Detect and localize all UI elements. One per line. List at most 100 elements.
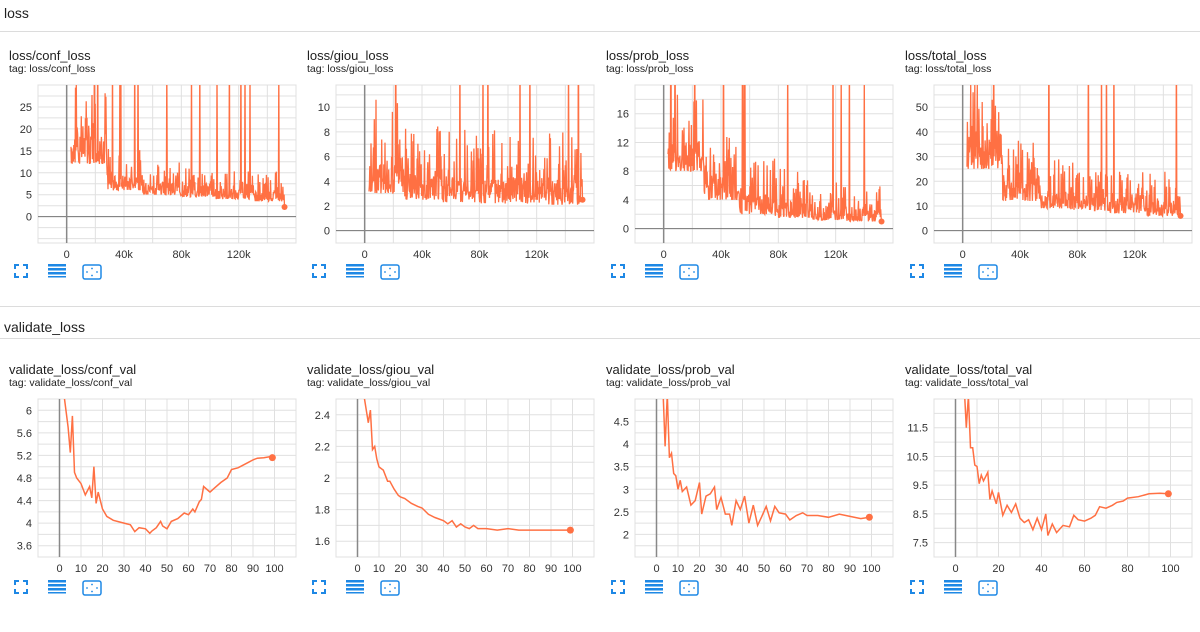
chart-plot[interactable]: 0 4 8 12 16 0 40k 80k 120k (597, 78, 895, 278)
fullscreen-icon[interactable] (611, 580, 631, 596)
y-tick-label: 4 (324, 176, 330, 188)
y-tick-label: 4.4 (17, 496, 32, 508)
section-header-validate-loss[interactable]: validate_loss (0, 306, 1200, 339)
x-tick-label: 90 (844, 563, 856, 575)
x-tick-label: 80 (523, 563, 535, 575)
x-tick-label: 20 (992, 563, 1004, 575)
list-icon[interactable] (944, 580, 964, 596)
x-tick-label: 60 (480, 563, 492, 575)
grid (933, 398, 1193, 558)
y-tick-label: 5.6 (17, 428, 32, 440)
x-tick-label: 30 (715, 563, 727, 575)
chart-plot[interactable]: 0 5 10 15 20 25 0 40k 80k 120k (0, 78, 298, 278)
fullscreen-icon[interactable] (14, 264, 34, 280)
x-tick-label: 40k (1011, 249, 1029, 261)
fit-domain-icon[interactable] (679, 580, 699, 596)
chart-plot[interactable]: 2 2.5 3 3.5 4 4.5 0 10 20 30 40 50 60 70 80 90 100 (597, 392, 895, 592)
fit-domain-icon[interactable] (82, 264, 102, 280)
list-icon[interactable] (48, 580, 68, 596)
chart-card-prob-loss: loss/prob_loss tag: loss/prob_loss 0 4 8 12 16… (597, 48, 895, 318)
x-tick-label: 20 (394, 563, 406, 575)
y-tick-label: 8 (623, 166, 629, 178)
x-tick-label: 100 (862, 563, 880, 575)
fit-domain-icon[interactable] (380, 264, 400, 280)
y-tick-label: 2 (623, 529, 629, 541)
y-tick-label: 1.8 (315, 505, 330, 517)
fullscreen-icon[interactable] (910, 580, 930, 596)
fullscreen-icon[interactable] (312, 264, 332, 280)
x-tick-label: 10 (373, 563, 385, 575)
chart-card-conf-val: validate_loss/conf_val tag: validate_loss… (0, 362, 298, 632)
fullscreen-icon[interactable] (910, 264, 930, 280)
y-tick-label: 6 (324, 152, 330, 164)
x-tick-label: 30 (416, 563, 428, 575)
fit-domain-icon[interactable] (380, 580, 400, 596)
chart-plot[interactable]: 0 2 4 6 8 10 0 40k 80k 120k (298, 78, 596, 278)
y-tick-label: 10 (318, 102, 330, 114)
y-tick-label: 20 (20, 124, 32, 136)
x-tick-label: 120k (525, 249, 549, 261)
chart-plot[interactable]: 1.6 1.8 2 2.2 2.4 0 10 20 30 40 50 60 70 80 90 100 (298, 392, 596, 592)
x-tick-label: 80k (470, 249, 488, 261)
x-tick-label: 80k (172, 249, 190, 261)
last-point-marker (579, 196, 586, 203)
y-tick-label: 8.5 (913, 509, 928, 521)
x-tick-label: 40k (115, 249, 133, 261)
chart-card-conf-loss: loss/conf_loss tag: loss/conf_loss 0 5 10 15 2… (0, 48, 298, 318)
x-tick-label: 120k (824, 249, 848, 261)
chart-plot[interactable]: 7.5 8.5 9.5 10.5 11.5 0 20 40 60 80 100 (896, 392, 1194, 592)
x-tick-label: 0 (354, 563, 360, 575)
y-tick-label: 4 (623, 439, 629, 451)
x-tick-label: 40k (712, 249, 730, 261)
list-icon[interactable] (944, 264, 964, 280)
y-tick-label: 20 (916, 176, 928, 188)
y-tick-label: 5 (26, 190, 32, 202)
grid (335, 399, 595, 557)
chart-card-total-loss: loss/total_loss tag: loss/total_loss 0 10 20… (896, 48, 1194, 318)
x-tick-label: 0 (952, 563, 958, 575)
x-tick-label: 70 (502, 563, 514, 575)
fit-domain-icon[interactable] (978, 264, 998, 280)
y-tick-label: 11.5 (907, 423, 928, 435)
chart-tag: tag: loss/giou_loss (307, 63, 394, 75)
chart-plot[interactable]: 0 10 20 30 40 50 0 40k 80k 120k (896, 78, 1194, 278)
y-tick-label: 16 (617, 109, 629, 121)
y-tick-label: 4.8 (17, 473, 32, 485)
x-tick-label: 40 (736, 563, 748, 575)
list-icon[interactable] (48, 264, 68, 280)
x-tick-label: 100 (265, 563, 283, 575)
fullscreen-icon[interactable] (611, 264, 631, 280)
x-tick-label: 90 (247, 563, 259, 575)
chart-card-total-val: validate_loss/total_val tag: validate_los… (896, 362, 1194, 632)
grid (634, 398, 894, 558)
y-tick-label: 2.2 (315, 441, 330, 453)
x-tick-label: 50 (161, 563, 173, 575)
list-icon[interactable] (645, 264, 665, 280)
x-tick-label: 80k (1068, 249, 1086, 261)
x-tick-label: 0 (64, 249, 70, 261)
y-tick-label: 5.2 (17, 450, 32, 462)
x-tick-label: 60 (1078, 563, 1090, 575)
fullscreen-icon[interactable] (14, 580, 34, 596)
y-tick-label: 3 (623, 484, 629, 496)
y-tick-label: 1.6 (315, 536, 330, 548)
chart-tag: tag: loss/prob_loss (606, 63, 694, 75)
chart-plot[interactable]: 3.644.44.85.25.660 10 20 30 40 50 60 70 80 90 100 (0, 392, 298, 592)
section-header-loss[interactable]: loss (0, 0, 1200, 32)
y-tick-label: 4 (26, 518, 32, 530)
fit-domain-icon[interactable] (978, 580, 998, 596)
list-icon[interactable] (346, 580, 366, 596)
x-tick-label: 10 (75, 563, 87, 575)
last-point-marker (566, 526, 574, 534)
y-tick-label: 2 (324, 201, 330, 213)
y-tick-label: 2 (324, 473, 330, 485)
x-tick-label: 50 (758, 563, 770, 575)
last-point-marker (878, 218, 885, 225)
list-icon[interactable] (645, 580, 665, 596)
list-icon[interactable] (346, 264, 366, 280)
fit-domain-icon[interactable] (82, 580, 102, 596)
fit-domain-icon[interactable] (679, 264, 699, 280)
y-tick-label: 0 (26, 212, 32, 224)
chart-title: validate_loss/prob_val (606, 362, 735, 377)
fullscreen-icon[interactable] (312, 580, 332, 596)
